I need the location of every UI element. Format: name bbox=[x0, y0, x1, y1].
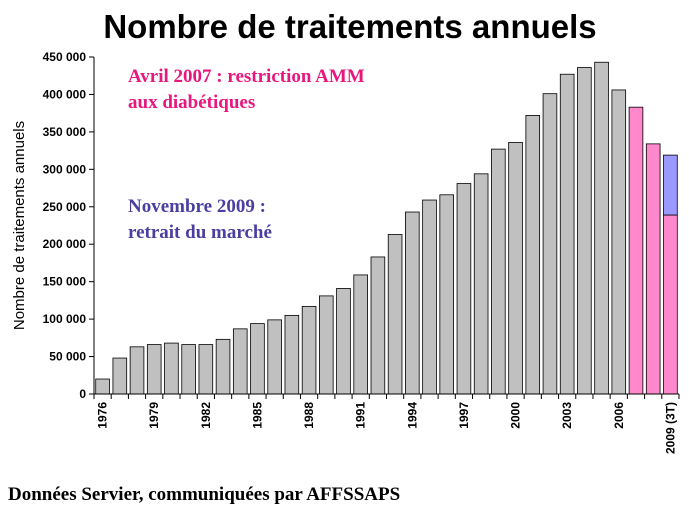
y-tick-label: 400 000 bbox=[43, 87, 87, 101]
bar-1992 bbox=[370, 256, 386, 395]
bar-1991 bbox=[353, 274, 368, 395]
bar-1989 bbox=[318, 295, 334, 395]
bar-segment-restricted bbox=[663, 214, 678, 395]
x-tick-label: 2009 (3T) bbox=[663, 402, 677, 454]
bar-1983 bbox=[215, 338, 231, 395]
bar-2008 bbox=[645, 143, 661, 395]
bar-1995 bbox=[422, 199, 437, 395]
x-tick-label: 1991 bbox=[354, 402, 368, 429]
bar-1977 bbox=[112, 357, 128, 395]
bar-1976 bbox=[95, 378, 110, 395]
y-tick-label: 250 000 bbox=[43, 200, 87, 214]
bar-segment-withdrawal bbox=[663, 154, 678, 216]
y-tick-label: 300 000 bbox=[43, 162, 87, 176]
annotation-text: Novembre 2009 : bbox=[128, 196, 266, 217]
y-tick-label: 150 000 bbox=[43, 275, 87, 289]
bar-2005 bbox=[594, 61, 609, 395]
x-tick-label: 1985 bbox=[250, 402, 264, 429]
x-tick-label: 2003 bbox=[560, 402, 574, 429]
bar-2004 bbox=[577, 67, 592, 395]
x-tick-label: 1988 bbox=[302, 402, 316, 429]
x-tick-label: 1982 bbox=[199, 402, 213, 429]
bar-1986 bbox=[267, 319, 282, 395]
bar-1984 bbox=[232, 328, 248, 395]
bar-1981 bbox=[181, 344, 196, 395]
bar-1985 bbox=[250, 323, 265, 395]
data-source-note: Données Servier, communiquées par AFFSSA… bbox=[8, 484, 401, 505]
x-tick-label: 2000 bbox=[509, 402, 523, 429]
bar-1980 bbox=[164, 342, 179, 395]
chart-title: Nombre de traitements annuels bbox=[103, 8, 597, 45]
bar-1990 bbox=[336, 288, 351, 395]
bar-2001 bbox=[525, 115, 541, 395]
bar-1993 bbox=[387, 234, 403, 395]
bar-2006 bbox=[611, 89, 627, 395]
y-tick-label: 0 bbox=[79, 387, 86, 401]
bar-2000 bbox=[508, 141, 523, 395]
bar-1997 bbox=[456, 183, 472, 395]
x-tick-label: 2006 bbox=[612, 402, 626, 429]
bar-1998 bbox=[473, 173, 489, 395]
annotation-text: retrait du marché bbox=[128, 222, 272, 243]
bar-1982 bbox=[198, 344, 214, 395]
y-axis-label: Nombre de traitements annuels bbox=[11, 121, 28, 330]
x-tick-label: 1979 bbox=[147, 402, 161, 429]
x-tick-label: 1976 bbox=[96, 402, 110, 429]
bar-1978 bbox=[129, 346, 145, 395]
bar-2002 bbox=[542, 93, 558, 395]
annotation-text: Avril 2007 : restriction AMM bbox=[128, 66, 365, 87]
bar-1987 bbox=[284, 314, 300, 395]
bar-1996 bbox=[439, 194, 455, 395]
annotation-text: aux diabétiques bbox=[128, 92, 255, 113]
y-tick-label: 350 000 bbox=[43, 125, 87, 139]
y-tick-label: 450 000 bbox=[43, 50, 87, 64]
bar-2003 bbox=[559, 73, 575, 395]
y-tick-label: 100 000 bbox=[43, 312, 87, 326]
y-tick-label: 200 000 bbox=[43, 237, 87, 251]
x-tick-label: 1994 bbox=[405, 402, 419, 429]
y-tick-label: 50 000 bbox=[49, 350, 86, 364]
bar-1999 bbox=[491, 148, 506, 395]
bar-2007 bbox=[628, 106, 644, 395]
bar-1994 bbox=[405, 211, 420, 395]
bar-1979 bbox=[146, 344, 162, 395]
x-tick-label: 1997 bbox=[457, 402, 471, 429]
bar-1988 bbox=[301, 305, 317, 395]
